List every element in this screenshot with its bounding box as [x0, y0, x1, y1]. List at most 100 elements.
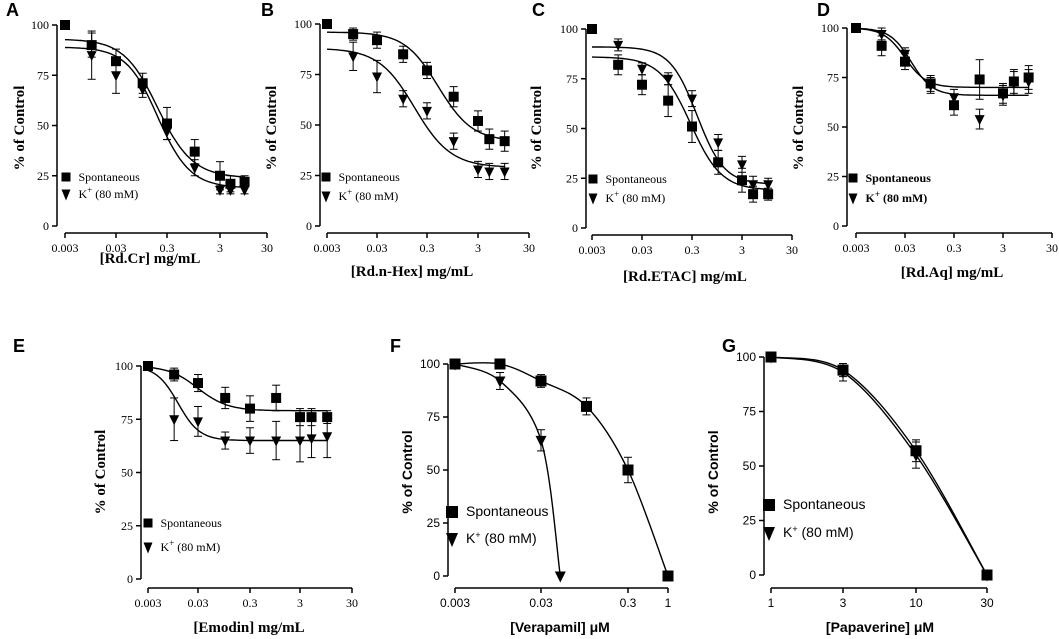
data-point-triangle	[925, 81, 936, 92]
data-point-square	[225, 178, 236, 189]
y-tick-label: 25	[427, 516, 441, 530]
data-point-square	[372, 35, 382, 46]
y-tick-label: 25	[827, 170, 839, 184]
data-point-triangle	[245, 436, 255, 447]
panel-letter: C	[532, 0, 545, 20]
x-tick-label: 0.003	[52, 241, 79, 255]
data-point-square	[215, 170, 225, 181]
data-point-triangle	[162, 127, 172, 138]
data-point-triangle	[225, 185, 236, 196]
x-tick-label: 0.003	[135, 596, 162, 610]
series-spontaneous	[765, 351, 993, 581]
x-axis-title: [Rd.n-Hex] mg/mL	[351, 264, 474, 280]
data-point-triangle	[111, 71, 121, 82]
x-tick-label: 0.03	[529, 596, 553, 610]
legend-k: K	[161, 540, 170, 554]
legend-marker-square	[763, 499, 775, 511]
legend-marker-triangle	[61, 189, 71, 201]
x-tick-label: 30	[261, 241, 273, 255]
legend-k-superscript: +	[792, 524, 797, 534]
legend-label-spontaneous: Spontaneous	[783, 496, 866, 512]
data-point-square	[473, 115, 483, 126]
legend-k: K	[339, 189, 348, 203]
data-point-square	[637, 79, 647, 90]
data-point-square	[484, 134, 495, 145]
legend-conc: (80 mM)	[174, 540, 220, 554]
y-tick-label: 75	[121, 412, 133, 426]
legend-label-k80: K+ (80 mM)	[783, 524, 854, 540]
legend-marker-square	[61, 172, 71, 182]
y-tick-label: 0	[572, 221, 578, 235]
series-spontaneous	[60, 20, 250, 193]
panel-C: C 0 25 50 75 100 0.003 0.03 0.3 3 30 [Rd.ETAC] mg/m…	[529, 0, 798, 285]
data-point-triangle	[1008, 79, 1019, 90]
legend-k: K	[866, 191, 876, 205]
y-tick-label: 0	[833, 219, 839, 233]
panel-B: B 0 25 50 75 100 0.003 0.03 0.3 3 30 [Rd.n-Hex] mg/…	[261, 0, 535, 280]
data-point-triangle	[910, 450, 922, 462]
y-tick-label: 50	[121, 466, 133, 480]
y-tick-label: 0	[306, 219, 312, 233]
y-tick-label: 50	[300, 118, 312, 132]
data-point-triangle	[974, 115, 985, 126]
data-point-triangle	[448, 137, 459, 148]
panel-letter: G	[722, 336, 736, 356]
data-point-square	[494, 358, 506, 370]
series-spontaneous	[322, 19, 510, 152]
x-tick-label: 0.003	[314, 241, 341, 255]
legend-k-superscript: +	[614, 189, 619, 199]
legend-k-superscript: +	[87, 185, 92, 195]
data-point-triangle	[763, 180, 774, 191]
legend-conc: (80 mM)	[619, 191, 665, 205]
data-point-triangle	[484, 167, 495, 178]
data-point-triangle	[215, 185, 225, 196]
fit-curve	[770, 356, 988, 576]
legend-marker-square	[321, 172, 331, 182]
x-tick-label: 10	[909, 596, 923, 610]
data-point-triangle	[494, 376, 506, 388]
legend-label-spontaneous: Spontaneous	[161, 516, 223, 530]
data-point-triangle	[949, 93, 959, 104]
legend-k: K	[606, 191, 615, 205]
legend-marker-square	[446, 506, 458, 518]
data-point-square	[499, 136, 510, 147]
x-tick-label: 0.03	[895, 241, 916, 255]
y-tick-label: 100	[420, 357, 440, 371]
legend-k-superscript: +	[475, 530, 480, 540]
fit-curve	[64, 46, 245, 188]
fit-curve	[326, 48, 505, 168]
data-point-square	[687, 121, 697, 132]
data-point-triangle	[554, 571, 566, 583]
y-tick-label: 100	[294, 17, 312, 31]
panel-G: G 0 25 50 75 100 1 3 10 30 [Papaverine] μM % of Con…	[705, 336, 994, 635]
data-point-square	[580, 400, 592, 412]
x-axis-title: [Rd.Aq] mg/mL	[901, 265, 1004, 281]
x-axis-title: [Verapamil] μM	[510, 619, 610, 635]
legend-label-k80: K+ (80 mM)	[866, 189, 928, 205]
data-point-triangle	[239, 185, 250, 196]
panel-letter: B	[261, 0, 274, 20]
data-point-triangle	[737, 160, 747, 171]
legend-conc: (80 mM)	[92, 187, 138, 201]
data-point-square	[663, 95, 674, 106]
x-tick-label: 0.03	[632, 243, 653, 257]
data-point-triangle	[765, 352, 777, 364]
data-point-square	[398, 49, 409, 60]
y-axis-title: % of Control	[264, 86, 280, 171]
x-tick-label: 0.03	[188, 596, 209, 610]
y-tick-label: 25	[121, 519, 133, 533]
data-point-triangle	[449, 359, 461, 371]
x-tick-label: 0.3	[160, 241, 175, 255]
data-point-square	[422, 65, 432, 76]
x-tick-label: 1	[768, 596, 775, 610]
data-point-triangle	[193, 417, 203, 428]
data-point-triangle	[295, 436, 305, 447]
y-axis-title: % of Control	[12, 86, 28, 171]
data-point-square	[322, 19, 332, 29]
y-axis-title: % of Control	[705, 430, 721, 513]
y-tick-label: 100	[736, 350, 756, 364]
data-point-triangle	[1023, 77, 1034, 88]
panel-E: E 0 25 50 75 100 0.003 0.03 0.3 3 30 [Emodin] mg/mL…	[13, 336, 358, 636]
